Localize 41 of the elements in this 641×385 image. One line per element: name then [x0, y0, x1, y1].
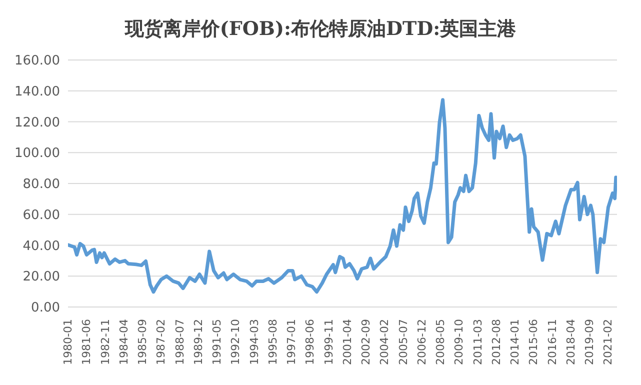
x-tick-label: 2019-09 — [583, 319, 596, 365]
chart-title: 现货离岸价(FOB):布伦特原油DTD:英国主港 — [124, 17, 518, 42]
y-tick-label: 80.00 — [22, 177, 60, 192]
x-tick-label: 1995-08 — [266, 319, 280, 365]
x-tick-label: 1982-11 — [98, 319, 112, 365]
x-tick-label: 1998-06 — [304, 319, 317, 365]
x-tick-label: 1989-12 — [192, 319, 205, 365]
x-tick-label: 1984-04 — [117, 319, 130, 365]
y-tick-label: 60.00 — [22, 208, 60, 223]
x-tick-label: 2005-07 — [396, 319, 410, 365]
x-tick-label: 2015-06 — [527, 319, 540, 365]
x-tick-label: 2004-02 — [378, 319, 392, 365]
x-tick-label: 1992-10 — [229, 319, 242, 365]
y-tick-label: 20.00 — [22, 270, 60, 285]
x-tick-label: 1997-01 — [285, 319, 298, 365]
x-tick-label: 1991-05 — [210, 319, 224, 365]
y-tick-label: 40.00 — [22, 238, 60, 254]
y-tick-label: 120.00 — [14, 115, 60, 130]
x-tick-label: 2008-05 — [434, 319, 448, 365]
x-tick-label: 1999-11 — [322, 319, 336, 365]
y-tick-label: 160.00 — [14, 54, 60, 69]
line-series — [68, 98, 617, 294]
y-tick-label: 100.00 — [14, 146, 60, 162]
x-tick-label: 1994-03 — [248, 319, 261, 365]
x-tick-label: 2006-12 — [415, 319, 428, 365]
y-tick-label: 140.00 — [14, 84, 60, 100]
x-tick-label: 2001-04 — [340, 319, 354, 365]
x-tick-label: 1985-09 — [136, 319, 150, 365]
y-tick-label: 0.00 — [31, 300, 60, 316]
x-tick-label: 2011-03 — [471, 319, 484, 365]
x-tick-label: 1981-06 — [80, 319, 94, 365]
x-tick-label: 2018-04 — [564, 319, 578, 365]
x-tick-label: 2009-10 — [452, 319, 466, 365]
x-tick-label: 1988-07 — [173, 319, 186, 365]
x-tick-label: 2014-01 — [508, 319, 522, 365]
x-tick-label: 2002-09 — [360, 319, 373, 365]
x-tick-label: 2021-02 — [602, 319, 615, 365]
x-tick-label: 1980-01 — [62, 319, 74, 365]
x-tick-label: 1987-02 — [154, 319, 168, 365]
x-tick-label: 2012-08 — [490, 319, 503, 365]
x-tick-label: 2016-11 — [546, 319, 559, 365]
